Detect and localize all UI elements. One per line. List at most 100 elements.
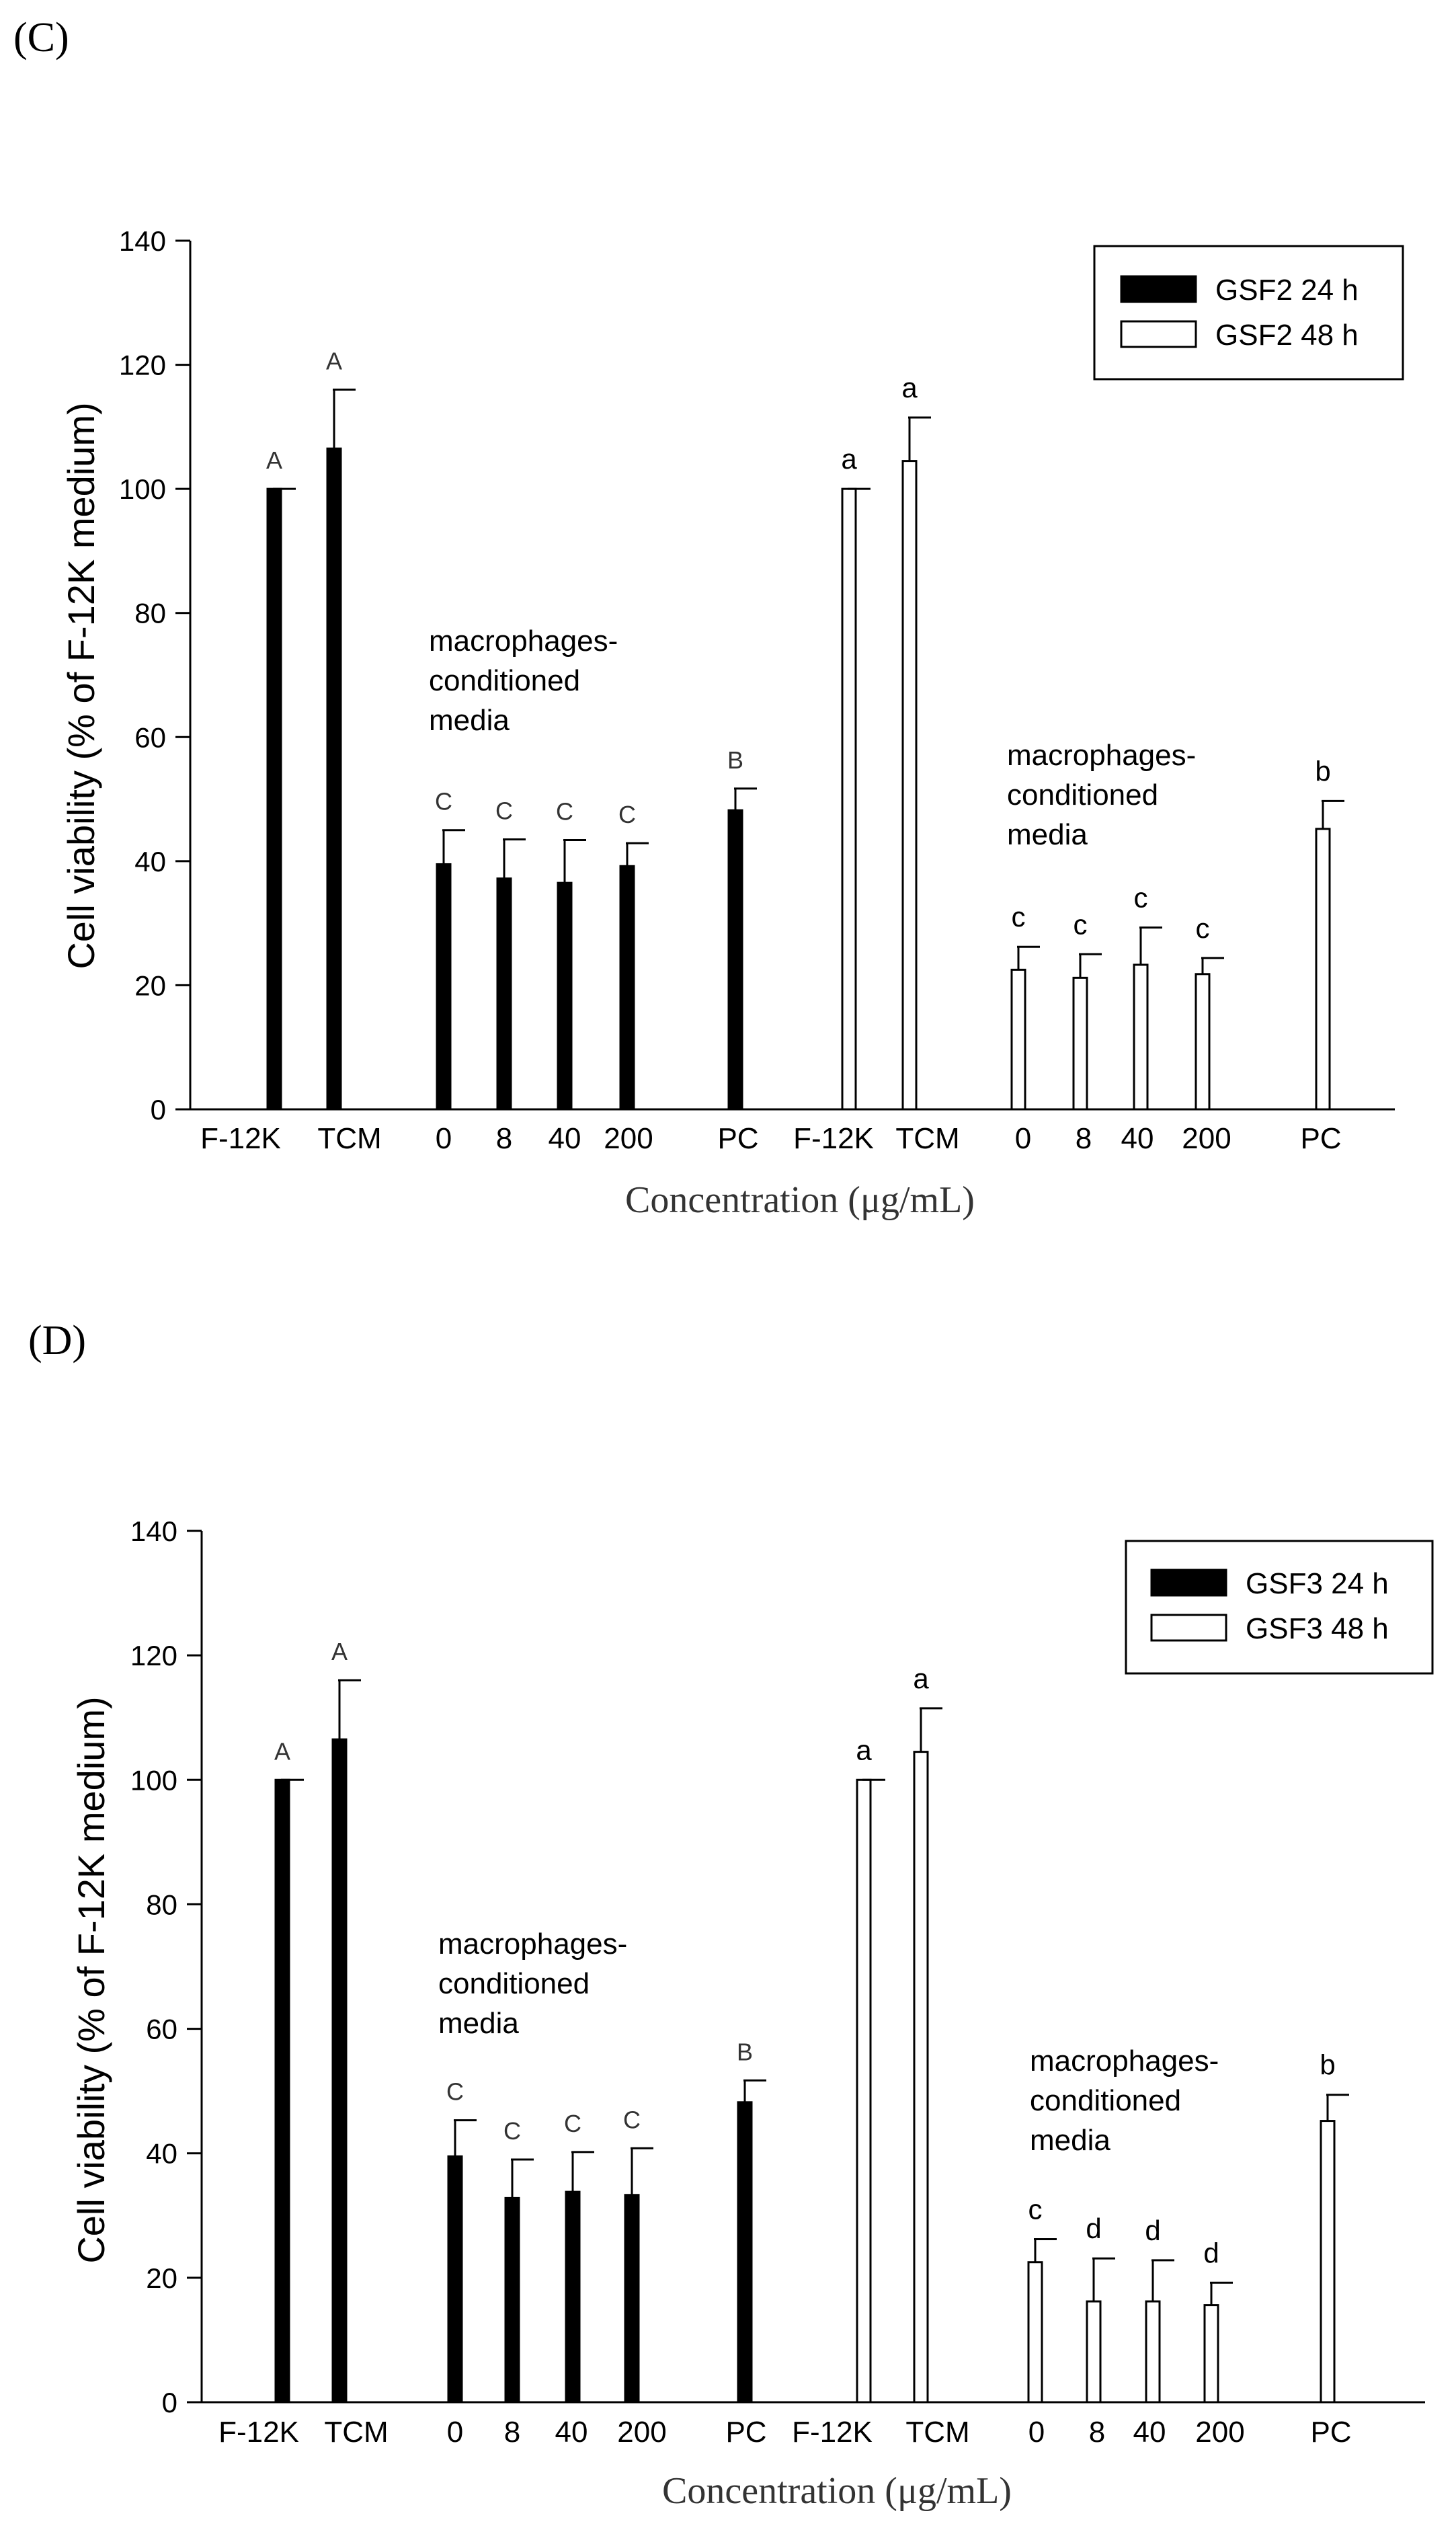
x-tick-label: 8 <box>504 2416 520 2449</box>
annotation-line: macrophages- <box>438 1928 627 1961</box>
significance-label: b <box>1320 2049 1335 2081</box>
significance-label: A <box>274 1737 290 1765</box>
x-tick-label: F-12K <box>218 2416 299 2449</box>
significance-label: C <box>564 2110 581 2137</box>
annotation: macrophages- conditioned media <box>438 1928 627 2040</box>
bar <box>1203 2304 1219 2404</box>
x-axis-title: Concentration (μg/mL) <box>625 1179 975 1221</box>
legend-box <box>1093 245 1404 381</box>
significance-label: b <box>1315 755 1330 787</box>
y-tick-label: 60 <box>134 721 166 753</box>
significance-label: A <box>331 1638 348 1665</box>
bar <box>326 447 342 1111</box>
legend-swatch-open <box>1120 320 1197 348</box>
panel-c: (C) Cell viability (% of F-12K medium) C… <box>13 15 1404 1221</box>
x-tick-label: 40 <box>1133 2416 1166 2449</box>
significance-label: c <box>1028 2193 1043 2225</box>
bar <box>1086 2300 1102 2404</box>
bar <box>504 2196 520 2404</box>
x-tick-label: PC <box>1300 1122 1341 1155</box>
significance-label: C <box>495 797 513 825</box>
y-tick-label: 120 <box>130 1640 177 1671</box>
x-tick-label: F-12K <box>792 2416 873 2449</box>
significance-label: c <box>1012 901 1026 933</box>
y-tick-label: 0 <box>162 2387 177 2418</box>
bar <box>331 1738 348 2404</box>
x-tick-label: TCM <box>895 1122 959 1155</box>
bar <box>856 1778 872 2404</box>
significance-label: B <box>737 2038 753 2065</box>
x-tick-label: 200 <box>1182 1122 1231 1155</box>
x-tick-label: 8 <box>1076 1122 1092 1155</box>
annotation-line: media <box>429 704 510 737</box>
bar <box>1145 2300 1161 2404</box>
y-tick-label: 140 <box>119 225 166 257</box>
y-tick-label: 120 <box>119 350 166 381</box>
panel-d: (D) Cell viability (% of F-12K medium) C… <box>28 1318 1434 2512</box>
panel-label: (C) <box>13 15 69 61</box>
legend-label: GSF3 48 h <box>1246 1612 1389 1645</box>
y-axis-title: Cell viability (% of F-12K medium) <box>60 402 102 969</box>
annotation-line: macrophages- <box>1030 2045 1219 2077</box>
x-tick-label: 200 <box>1195 2416 1244 2449</box>
bar <box>496 877 512 1111</box>
x-tick-label: 0 <box>1015 1122 1031 1155</box>
significance-label: C <box>503 2117 521 2145</box>
legend-box <box>1125 1540 1434 1675</box>
x-tick-label: 8 <box>496 1122 512 1155</box>
annotation-line: macrophages- <box>1007 739 1196 772</box>
x-axis-title: Concentration (μg/mL) <box>662 2470 1012 2512</box>
annotation: macrophages- conditioned media <box>1030 2045 1219 2157</box>
x-tick-label: 40 <box>1121 1122 1154 1155</box>
significance-label: d <box>1086 2213 1101 2244</box>
bar <box>619 865 635 1111</box>
y-tick-label: 80 <box>134 598 166 629</box>
legend-label: GSF2 48 h <box>1215 319 1359 352</box>
annotation-line: conditioned <box>1007 779 1158 811</box>
bar <box>565 2190 581 2404</box>
significance-label: C <box>623 2106 641 2133</box>
bar <box>1315 828 1331 1111</box>
x-tick-label: 200 <box>617 2416 666 2449</box>
significance-label: c <box>1074 908 1088 940</box>
y-tick-label: 140 <box>130 1515 177 1547</box>
significance-label: C <box>618 801 636 828</box>
x-tick-label: PC <box>1310 2416 1351 2449</box>
panel-label: (D) <box>28 1318 86 1363</box>
x-tick-label: PC <box>717 1122 758 1155</box>
significance-label: C <box>435 788 452 816</box>
annotation: macrophages- conditioned media <box>429 625 618 737</box>
legend-label: GSF2 24 h <box>1215 274 1359 307</box>
significance-label: c <box>1196 912 1210 944</box>
bar <box>274 1778 290 2404</box>
bar <box>727 809 743 1111</box>
x-tick-label: 40 <box>555 2416 588 2449</box>
significance-label: A <box>266 446 282 474</box>
x-tick-label: TCM <box>324 2416 388 2449</box>
legend: GSF3 24 h GSF3 48 h <box>1125 1540 1434 1675</box>
y-tick-label: 20 <box>134 969 166 1001</box>
bar <box>624 2194 640 2404</box>
bar <box>913 1751 929 2404</box>
x-tick-label: 0 <box>436 1122 452 1155</box>
bar <box>1010 968 1026 1111</box>
y-tick-label: 100 <box>130 1764 177 1796</box>
bar <box>1195 973 1211 1111</box>
y-axis-title: Cell viability (% of F-12K medium) <box>70 1696 112 2263</box>
y-tick-label: 40 <box>134 846 166 877</box>
annotation-line: media <box>1030 2124 1110 2157</box>
x-tick-label: F-12K <box>793 1122 874 1155</box>
bar <box>737 2101 753 2404</box>
annotation-line: media <box>438 2007 519 2040</box>
bar <box>901 460 918 1111</box>
significance-label: c <box>1134 882 1148 914</box>
bar <box>1133 963 1149 1111</box>
y-tick-label: 60 <box>146 2014 177 2045</box>
significance-label: a <box>913 1663 929 1694</box>
significance-label: C <box>556 797 573 825</box>
bar <box>436 863 452 1111</box>
x-tick-label: TCM <box>905 2416 969 2449</box>
legend-swatch-solid <box>1150 1569 1227 1597</box>
x-tick-label: 200 <box>604 1122 653 1155</box>
